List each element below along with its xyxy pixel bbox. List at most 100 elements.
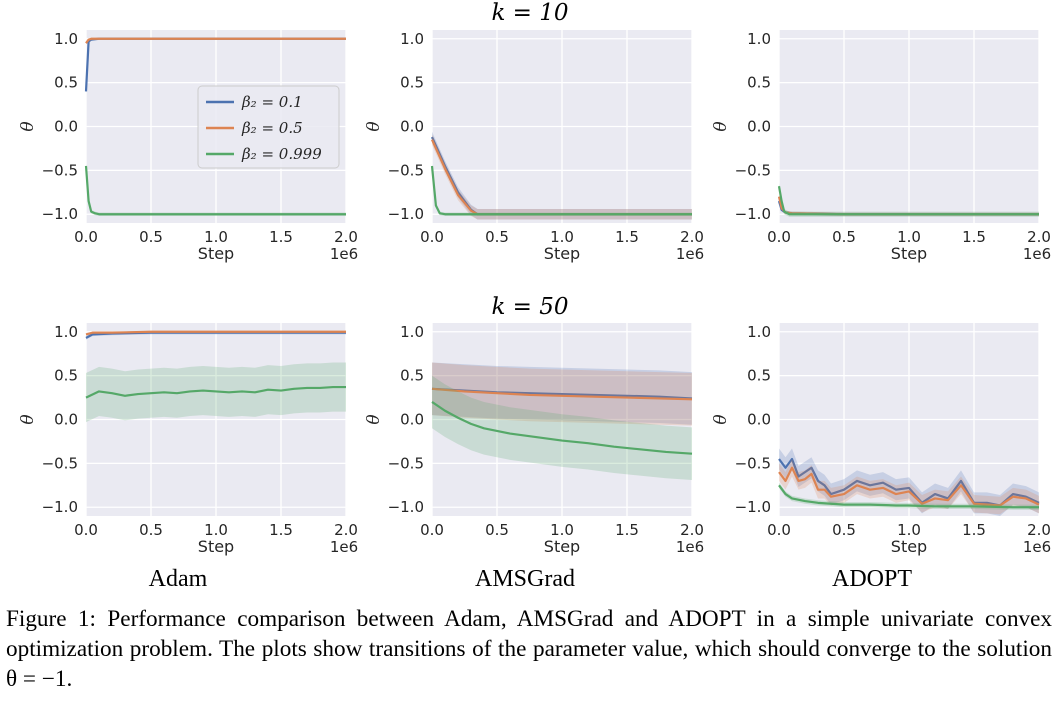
x-tick-label: 1.5 [269,521,293,539]
series-line [778,457,1040,507]
y-tick-label: −1.0 [42,498,78,516]
x-axis-label: Step [544,537,580,556]
x-tick-label: 0.5 [485,521,509,539]
x-tick-label: 0.0 [420,228,444,246]
y-tick-label: −0.5 [388,161,424,179]
x-axis-label: Step [891,244,927,263]
y-tick-label: 0.0 [400,411,424,429]
caption-text: Performance comparison between Adam, AMS… [6,606,1053,692]
column-title-adopt: ADOPT [832,566,912,592]
y-axis-label: θ [364,121,384,131]
series-band [779,458,1039,515]
x-tick-label: 1.0 [897,521,921,539]
y-tick-label: 0.5 [747,74,771,92]
series-line [777,185,1039,216]
y-tick-label: −1.0 [42,205,78,223]
y-tick-label: 0.0 [54,411,78,429]
x-tick-label: 2.0 [1027,521,1051,539]
figure-caption: Figure 1: Performance comparison between… [6,604,1052,694]
caption-label: Figure 1: [6,606,96,632]
legend-label: β₂ = 0.1 [241,93,303,111]
x-tick-label: 1.5 [615,521,639,539]
series-band [779,482,1039,510]
y-tick-label: −0.5 [735,454,771,472]
x-tick-label: 1.0 [550,521,574,539]
column-title-adam: Adam [149,566,208,592]
x-axis-multiplier: 1e6 [676,538,704,556]
y-axis-label: θ [711,414,731,424]
x-tick-label: 0.5 [832,228,856,246]
y-tick-label: 0.0 [747,118,771,136]
y-axis-label: θ [18,414,38,424]
x-tick-label: 2.0 [680,521,704,539]
series-band [779,448,1039,516]
x-tick-label: 1.5 [615,228,639,246]
x-tick-label: 1.0 [204,521,228,539]
y-axis-label: θ [364,414,384,424]
x-tick-label: 0.5 [485,228,509,246]
y-tick-label: 1.0 [54,30,78,48]
y-tick-label: 0.0 [54,118,78,136]
y-tick-label: 1.0 [747,30,771,48]
x-tick-label: 0.5 [139,521,163,539]
x-axis-label: Step [198,537,234,556]
series-line [431,401,693,455]
y-tick-label: 1.0 [400,30,424,48]
series-line [85,330,346,336]
series-band [432,375,692,481]
x-tick-label: 1.5 [269,228,293,246]
legend: β₂ = 0.1 β₂ = 0.5 β₂ = 0.999 [197,85,340,169]
legend-box [197,85,340,169]
y-tick-label: 0.0 [400,118,424,136]
y-tick-label: 0.0 [747,411,771,429]
x-tick-label: 0.0 [767,521,791,539]
x-tick-label: 1.5 [962,521,986,539]
x-axis-label: Step [198,244,234,263]
y-tick-label: 0.5 [54,367,78,385]
series-line [778,466,1040,507]
y-tick-label: 1.0 [54,323,78,341]
figure: k = 10 k = 50 Adam AMSGrad ADOPT 0.0 0.5 1… [18,0,1051,592]
legend-label: β₂ = 0.5 [241,119,303,137]
y-tick-label: 0.5 [54,74,78,92]
x-tick-label: 0.0 [74,228,98,246]
y-axis-label: θ [18,121,38,131]
x-tick-label: 1.0 [204,228,228,246]
series-band [432,131,692,220]
x-tick-label: 0.0 [767,228,791,246]
series-line [85,37,346,44]
x-tick-label: 2.0 [680,228,704,246]
row-title-k50: k = 50 [491,294,568,320]
series-band [432,134,692,220]
y-tick-label: 1.0 [400,323,424,341]
y-tick-label: −1.0 [388,205,424,223]
x-tick-label: 0.5 [832,521,856,539]
y-tick-label: −0.5 [42,454,78,472]
y-tick-label: −1.0 [735,205,771,223]
y-tick-label: −1.0 [388,498,424,516]
y-tick-label: 1.0 [747,323,771,341]
legend-label: β₂ = 0.999 [241,145,322,163]
x-tick-label: 2.0 [334,228,358,246]
y-tick-label: 0.5 [400,74,424,92]
x-tick-label: 0.0 [420,521,444,539]
x-tick-label: 2.0 [1027,228,1051,246]
x-axis-label: Step [891,537,927,556]
x-tick-label: 1.0 [897,228,921,246]
x-tick-label: 0.5 [139,228,163,246]
x-axis-label: Step [544,244,580,263]
row-title-k10: k = 10 [491,0,568,26]
y-tick-label: −0.5 [735,161,771,179]
x-axis-multiplier: 1e6 [1023,538,1051,556]
y-tick-label: −1.0 [735,498,771,516]
x-tick-label: 0.0 [74,521,98,539]
series-line [84,165,346,216]
series-line [431,387,693,401]
y-axis-label: θ [711,121,731,131]
series-line [430,165,692,216]
